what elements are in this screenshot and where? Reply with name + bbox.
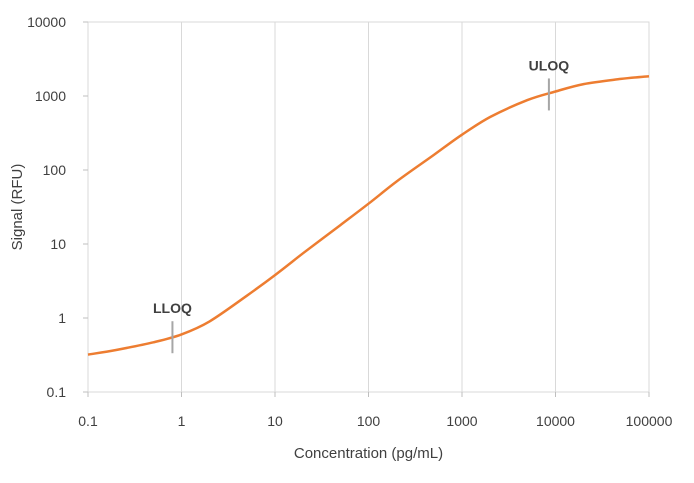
y-axis-label: Signal (RFU) xyxy=(9,164,26,251)
x-tick-label: 1 xyxy=(178,413,186,429)
x-tick-label: 1000 xyxy=(446,413,477,429)
y-tick-label: 1000 xyxy=(35,88,66,104)
annotation-label: ULOQ xyxy=(529,57,570,73)
annotations: LLOQ ULOQ xyxy=(153,57,570,354)
y-tick-label: 10000 xyxy=(27,14,66,30)
y-tick-labels: 0.1 1 10 100 1000 10000 xyxy=(27,14,66,400)
x-tick-label: 0.1 xyxy=(78,413,98,429)
grid-lines xyxy=(181,22,556,392)
x-axis-label: Concentration (pg/mL) xyxy=(294,445,443,462)
annotation-label: LLOQ xyxy=(153,300,192,316)
x-tick-label: 10000 xyxy=(536,413,575,429)
x-tick-label: 10 xyxy=(267,413,283,429)
x-tick-labels: 0.1 1 10 100 1000 10000 100000 xyxy=(78,413,672,429)
y-tick-label: 10 xyxy=(50,236,66,252)
x-tick-label: 100 xyxy=(357,413,381,429)
y-tick-label: 0.1 xyxy=(47,384,67,400)
series-line xyxy=(87,74,650,356)
x-tick-label: 100000 xyxy=(626,413,673,429)
y-tick-label: 100 xyxy=(43,162,67,178)
y-tick-label: 1 xyxy=(58,310,66,326)
axes xyxy=(83,21,650,397)
